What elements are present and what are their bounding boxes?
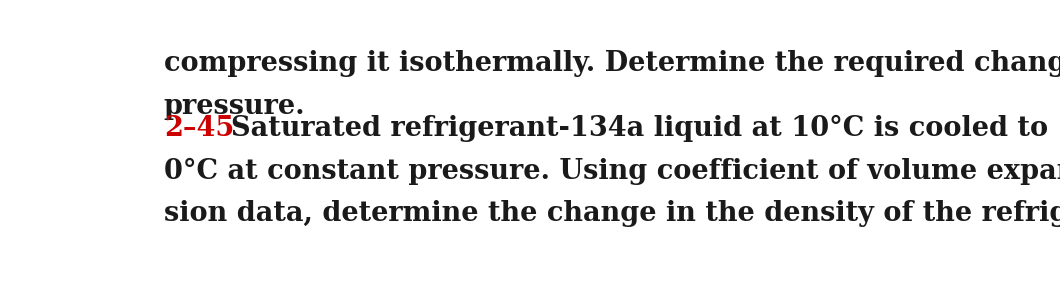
Text: Saturated refrigerant-134a liquid at 10°C is cooled to: Saturated refrigerant-134a liquid at 10°…	[231, 114, 1048, 142]
Text: 2–45: 2–45	[163, 114, 234, 142]
Text: pressure.: pressure.	[163, 93, 305, 120]
Text: compressing it isothermally. Determine the required change in: compressing it isothermally. Determine t…	[163, 50, 1060, 77]
Text: 0°C at constant pressure. Using coefficient of volume expan-: 0°C at constant pressure. Using coeffici…	[163, 158, 1060, 185]
Text: sion data, determine the change in the density of the refrigerant.: sion data, determine the change in the d…	[163, 200, 1060, 227]
